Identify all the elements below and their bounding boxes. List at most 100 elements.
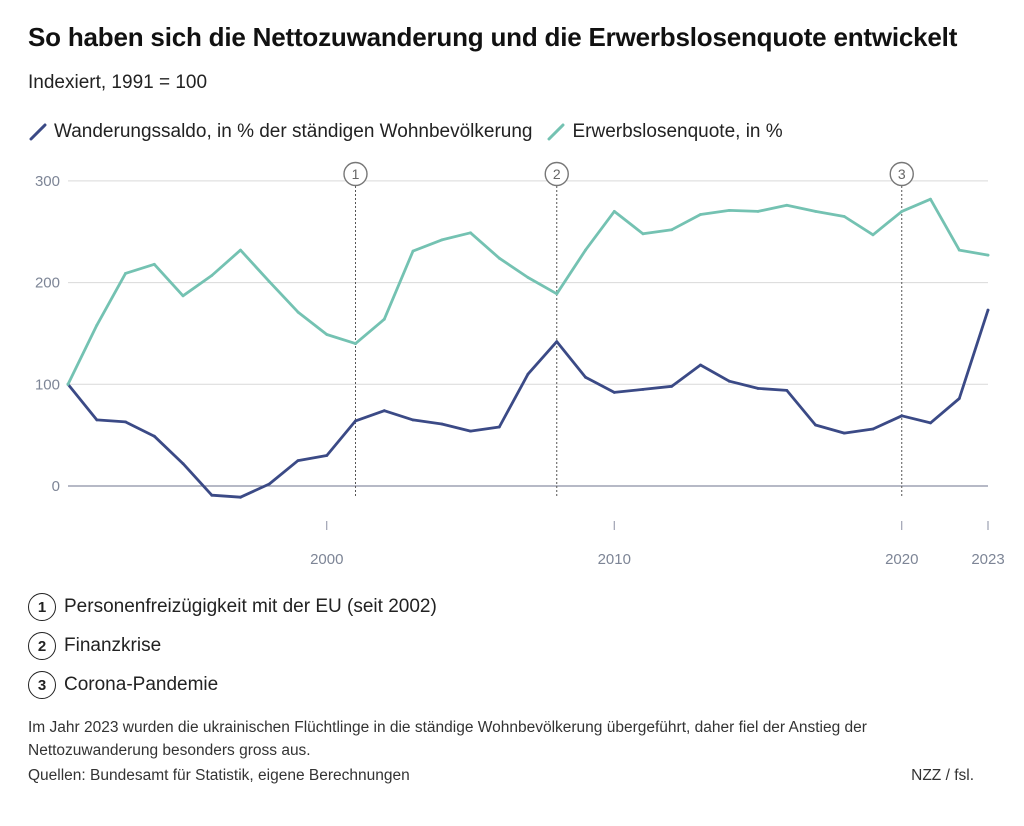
unemployment-point <box>325 333 329 336</box>
unemployment-point <box>469 231 472 235</box>
credit-note: NZZ / fsl. <box>911 767 974 784</box>
x-tick-label: 2000 <box>310 551 343 568</box>
x-tick-label: 2010 <box>598 551 631 568</box>
migration-point <box>641 388 645 391</box>
migration-point <box>785 389 789 392</box>
migration-point <box>526 372 530 376</box>
migration-point <box>239 495 242 499</box>
event-notes: 1 Personenfreizügigkeit mit der EU (seit… <box>28 592 437 709</box>
unemployment-point <box>124 272 127 275</box>
unemployment-point <box>382 317 386 321</box>
unemployment-point <box>612 210 616 213</box>
migration-point <box>382 409 386 413</box>
migration-point <box>440 422 444 426</box>
legend-label-unemployment: Erwerbslosenquote, in % <box>572 121 783 142</box>
migration-point <box>929 421 932 425</box>
migration-point <box>152 434 156 438</box>
unemployment-point <box>670 228 674 232</box>
legend-swatch-unemployment <box>546 122 566 142</box>
event-marker-label: 2 <box>553 166 561 182</box>
legend: Wanderungssaldo, in % der ständigen Wohn… <box>28 120 797 144</box>
migration-point <box>210 493 214 497</box>
unemployment-point <box>756 210 760 213</box>
migration-point <box>814 423 817 427</box>
unemployment-point <box>440 238 444 242</box>
unemployment-point <box>842 215 846 218</box>
event-note-badge: 3 <box>28 671 56 699</box>
unemployment-point <box>871 233 875 237</box>
migration-point <box>469 429 472 433</box>
event-marker-label: 1 <box>352 166 360 182</box>
migration-point <box>354 419 357 423</box>
event-note: 1 Personenfreizügigkeit mit der EU (seit… <box>28 592 437 622</box>
event-marker-circle <box>889 161 914 187</box>
series-line-migration <box>66 308 990 499</box>
unemployment-point <box>699 213 702 216</box>
migration-point <box>699 363 702 367</box>
unemployment-point <box>957 248 961 252</box>
migration-point <box>612 391 616 394</box>
unemployment-point <box>66 382 70 386</box>
event-note-badge: 1 <box>28 593 56 621</box>
migration-point <box>957 397 961 400</box>
unemployment-point <box>900 210 904 213</box>
migration-point <box>325 454 329 457</box>
migration-point <box>296 459 300 462</box>
unemployment-point <box>152 262 156 266</box>
migration-point <box>124 420 127 424</box>
unemployment-point <box>296 310 300 314</box>
series-line-unemployment <box>66 197 990 386</box>
y-tick-label: 100 <box>35 376 60 393</box>
x-tick-label: 2023 <box>971 551 1004 568</box>
migration-point <box>756 387 760 390</box>
migration-point <box>267 482 271 486</box>
y-tick-label: 200 <box>35 275 60 292</box>
unemployment-point <box>986 253 990 257</box>
legend-label-migration: Wanderungssaldo, in % der ständigen Wohn… <box>54 121 533 142</box>
unemployment-point <box>555 292 559 296</box>
migration-point <box>900 414 904 418</box>
legend-item-migration: Wanderungssaldo, in % der ständigen Wohn… <box>28 121 532 143</box>
event-note-text: Corona-Pandemie <box>64 674 219 695</box>
unemployment-point <box>641 232 645 236</box>
footnote-text: Im Jahr 2023 wurden die ukrainischen Flü… <box>28 719 867 759</box>
event-marker-label: 3 <box>898 166 906 182</box>
source-note: Quellen: Bundesamt für Statistik, eigene… <box>28 767 410 784</box>
migration-point <box>871 427 875 431</box>
unemployment-point <box>267 280 271 283</box>
legend-swatch-migration <box>28 122 48 142</box>
event-note: 2 Finanzkrise <box>28 631 437 661</box>
y-tick-label: 300 <box>35 173 60 190</box>
migration-point <box>95 418 99 422</box>
unemployment-point <box>584 248 587 252</box>
unemployment-point <box>181 294 185 298</box>
migration-point <box>181 462 185 465</box>
migration-point <box>727 379 731 383</box>
unemployment-point <box>497 256 501 260</box>
migration-point <box>842 431 846 435</box>
event-note-text: Personenfreizügigkeit mit der EU (seit 2… <box>64 596 437 617</box>
unemployment-point <box>929 197 932 201</box>
legend-item-unemployment: Erwerbslosenquote, in % <box>546 121 783 143</box>
chart-subtitle: Indexiert, 1991 = 100 <box>28 72 208 93</box>
unemployment-point <box>727 209 731 212</box>
event-note-text: Finanzkrise <box>64 635 162 656</box>
unemployment-point <box>354 342 357 345</box>
migration-point <box>670 384 674 388</box>
unemployment-point <box>814 210 817 213</box>
migration-point <box>555 340 559 343</box>
event-marker-circle <box>343 161 368 187</box>
event-note-badge: 2 <box>28 632 56 660</box>
unemployment-point <box>239 248 242 252</box>
footnote: Im Jahr 2023 wurden die ukrainischen Flü… <box>28 716 988 762</box>
y-tick-label: 0 <box>52 478 60 495</box>
unemployment-point <box>411 249 415 253</box>
migration-point <box>584 375 587 379</box>
migration-point <box>411 418 415 422</box>
unemployment-point <box>95 323 99 327</box>
unemployment-point <box>526 276 530 279</box>
migration-point <box>497 425 501 429</box>
x-tick-label: 2020 <box>885 551 918 568</box>
event-marker-circle <box>544 161 569 187</box>
event-note: 3 Corona-Pandemie <box>28 670 437 700</box>
